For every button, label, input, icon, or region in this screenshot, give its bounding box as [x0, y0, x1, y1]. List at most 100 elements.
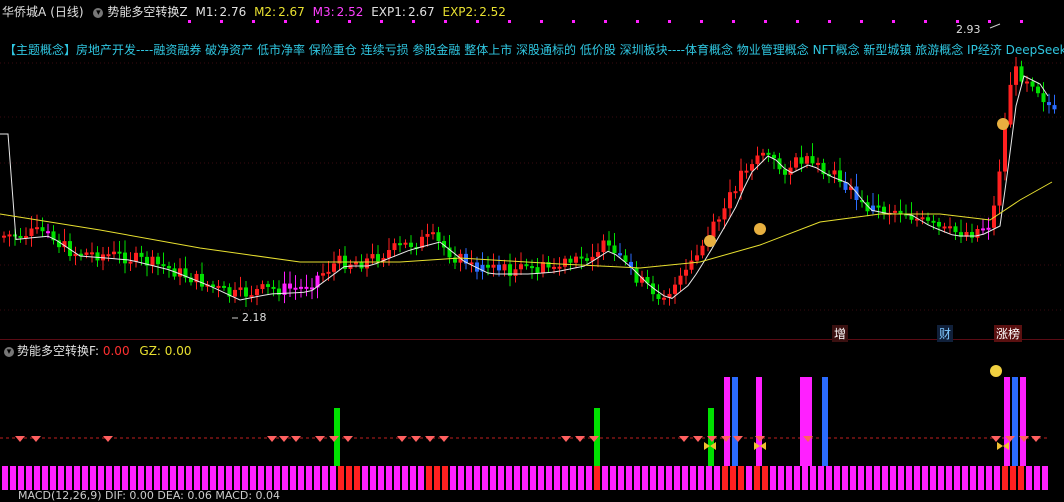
candle-body — [579, 256, 584, 259]
m1-label: M1: — [195, 5, 218, 19]
sub-bar — [26, 466, 32, 490]
top-dot — [444, 20, 447, 23]
candle-body — [799, 157, 804, 164]
candle-body — [29, 228, 34, 237]
dropdown-circle-icon[interactable]: ▾ — [93, 7, 104, 18]
candle-body — [1047, 102, 1051, 106]
candle-body — [882, 206, 886, 214]
sub-bar — [258, 466, 264, 490]
sub-bar — [890, 466, 896, 490]
candle-body — [992, 205, 996, 228]
candle-body — [711, 221, 716, 237]
candle-body — [178, 268, 182, 277]
candle-body — [838, 170, 842, 182]
candle-body — [403, 242, 408, 245]
sub-bar — [378, 466, 384, 490]
candle-body — [304, 286, 309, 289]
event-tag-zhangbang[interactable]: 涨榜 — [994, 325, 1023, 342]
sub-bar — [682, 466, 688, 490]
candle-body — [139, 252, 144, 257]
candle-body — [871, 205, 875, 212]
candle-body — [662, 297, 666, 300]
signal-bar — [732, 377, 738, 466]
event-tag-zeng[interactable]: 增 — [832, 325, 849, 342]
candle-body — [348, 264, 353, 269]
candle-body — [634, 267, 639, 283]
sub-bar — [746, 466, 752, 490]
candle-body — [475, 262, 479, 272]
diamond-icon — [679, 436, 689, 442]
diamond-icon — [575, 436, 585, 442]
diamond-icon — [693, 436, 703, 442]
sub-bar — [514, 466, 520, 490]
candle-body — [260, 284, 265, 290]
sub-bar — [394, 466, 400, 490]
sub-bar — [338, 466, 344, 490]
candle-body — [909, 215, 914, 220]
candle-body — [816, 162, 820, 165]
candle-body — [843, 181, 848, 190]
sub-bar — [730, 466, 736, 490]
diamond-icon — [31, 436, 41, 442]
candle-body — [733, 191, 738, 194]
candle-body — [167, 265, 171, 269]
candle-body — [51, 231, 56, 241]
candle-body — [964, 232, 969, 237]
candle-body — [739, 170, 743, 192]
candle-body — [73, 253, 78, 257]
top-dot — [924, 20, 927, 23]
top-dot — [956, 20, 959, 23]
diamond-icon — [279, 436, 289, 442]
indicator-name[interactable]: 势能多空转换Z — [107, 5, 188, 19]
sub-bar — [1002, 466, 1008, 490]
concept-tags-line[interactable]: 【主题概念】房地产开发----融资融券 破净资产 低市净率 保险重仓 连续亏损 … — [4, 43, 1064, 57]
sub-bar — [402, 466, 408, 490]
diamond-icon — [329, 436, 339, 442]
candle-body — [557, 266, 562, 269]
candle-body — [535, 267, 540, 274]
candle-body — [612, 245, 617, 254]
diamond-icon — [991, 436, 1001, 442]
period-label[interactable]: (日线) — [50, 5, 84, 19]
candle-body — [370, 254, 375, 259]
diamond-icon — [315, 436, 325, 442]
sub-bar — [538, 466, 544, 490]
sub-bar — [450, 466, 456, 490]
sub-bar — [298, 466, 304, 490]
ma-white-line — [0, 75, 1049, 301]
sub-bar — [266, 466, 272, 490]
sub-bar — [50, 466, 56, 490]
sub-bar — [170, 466, 176, 490]
sub-bar — [106, 466, 112, 490]
dropdown-circle-icon[interactable]: ▾ — [4, 346, 14, 357]
sub-bar — [114, 466, 120, 490]
candle-body — [585, 258, 589, 261]
event-tag-cai[interactable]: 财 — [937, 325, 954, 342]
sub-bar — [594, 466, 600, 490]
candle-body — [695, 255, 699, 261]
candle-body — [651, 283, 655, 295]
sub-bar — [386, 466, 392, 490]
candle-body — [596, 252, 600, 257]
candle-body — [156, 256, 160, 265]
sub-indicator-name[interactable]: 势能多空转换F — [17, 344, 95, 358]
candle-body — [326, 271, 331, 274]
sub-bar — [586, 466, 592, 490]
stock-name[interactable]: 华侨城A — [2, 5, 47, 19]
sub-bar — [570, 466, 576, 490]
sub-bar — [42, 466, 48, 490]
diamond-icon — [589, 436, 599, 442]
candle-body — [931, 220, 936, 223]
smiley-icon — [990, 365, 1002, 377]
candle-body — [1041, 93, 1046, 103]
candle-body — [161, 264, 166, 267]
sub-bar — [954, 466, 960, 490]
candle-body — [18, 235, 23, 238]
candle-body — [332, 263, 336, 272]
sub-bar — [82, 466, 88, 490]
sub-bar — [690, 466, 696, 490]
candle-body — [1014, 66, 1018, 85]
diamond-icon — [103, 436, 113, 442]
m3-label: M3: — [312, 5, 335, 19]
